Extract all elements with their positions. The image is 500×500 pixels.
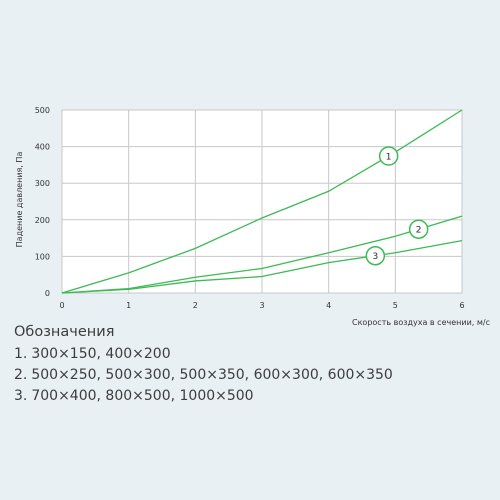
series-markers: 1 2 3 xyxy=(365,146,429,266)
grid xyxy=(62,110,462,293)
y-tick-label: 400 xyxy=(35,143,50,152)
series-marker-1 xyxy=(378,146,399,166)
y-axis-label: Падение давления, Па xyxy=(15,152,24,248)
legend-item-number: 3. xyxy=(14,388,28,404)
x-tick-label: 0 xyxy=(59,301,64,310)
y-tick-label: 100 xyxy=(35,252,50,261)
series-marker-2 xyxy=(408,219,429,239)
legend-title: Обозначения xyxy=(14,324,115,340)
tick-labels: 0 1 2 3 4 5 6 0 100 200 300 400 500 xyxy=(35,106,465,310)
x-tick-label: 4 xyxy=(326,301,331,310)
y-tick-label: 300 xyxy=(35,179,50,188)
legend-item-number: 2. xyxy=(14,367,28,383)
series-marker-3 xyxy=(365,245,386,266)
series-line-2 xyxy=(61,215,463,294)
x-tick-label: 6 xyxy=(459,301,464,310)
x-tick-label: 1 xyxy=(126,301,131,310)
pressure-drop-chart: 0 1 2 3 4 5 6 0 100 200 300 400 500 1 2 3 Падение давл… xyxy=(15,106,490,327)
legend-item-text: 500×250, 500×300, 500×350, 600×300, 600×… xyxy=(31,367,393,383)
y-tick-label: 500 xyxy=(35,106,50,115)
legend-item-number: 1. xyxy=(14,346,28,362)
y-tick-label: 0 xyxy=(45,289,50,298)
legend-item-text: 700×400, 800×500, 1000×500 xyxy=(31,388,254,404)
legend: Обозначения 1. 300×150, 400×200 2. 500×250… xyxy=(14,324,393,409)
x-tick-label: 5 xyxy=(393,301,398,310)
legend-item-3: 3. 700×400, 800×500, 1000×500 xyxy=(14,388,393,404)
x-tick-label: 2 xyxy=(193,301,198,310)
series-marker-label: 2 xyxy=(416,226,422,236)
x-tick-label: 3 xyxy=(259,301,264,310)
series-line-3 xyxy=(61,240,463,294)
x-axis-label: Скорость воздуха в сечении, м/с xyxy=(352,318,490,327)
legend-item-2: 2. 500×250, 500×300, 500×350, 600×300, 60… xyxy=(14,367,393,383)
y-tick-label: 200 xyxy=(35,216,50,225)
series-marker-label: 3 xyxy=(372,252,378,262)
legend-item-1: 1. 300×150, 400×200 xyxy=(14,346,393,362)
series-marker-label: 1 xyxy=(386,153,392,163)
legend-item-text: 300×150, 400×200 xyxy=(31,346,171,362)
